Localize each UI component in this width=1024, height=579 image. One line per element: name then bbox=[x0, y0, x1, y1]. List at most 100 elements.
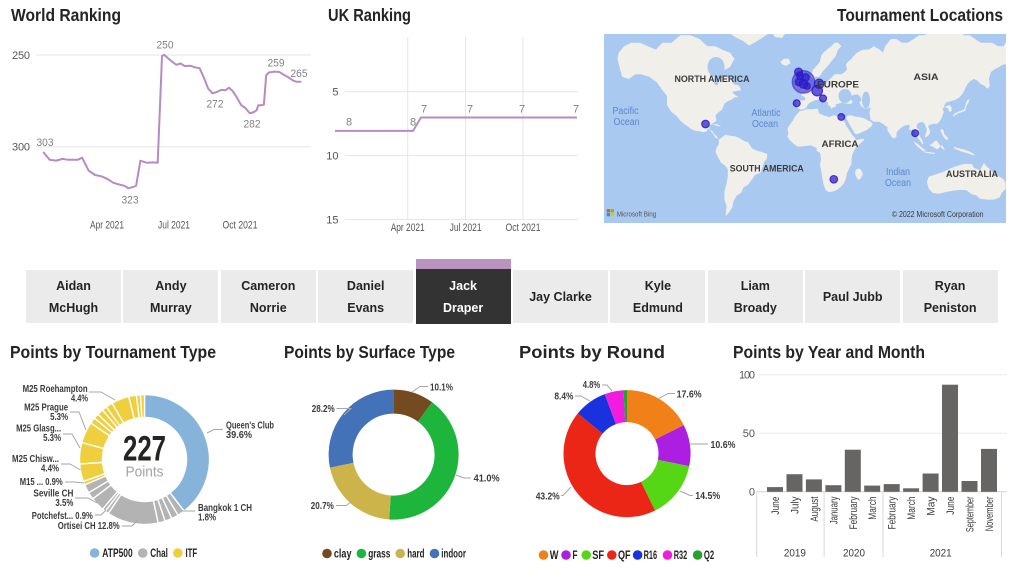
svg-text:July: July bbox=[790, 496, 802, 514]
svg-text:Chal: Chal bbox=[150, 546, 168, 560]
svg-text:2020: 2020 bbox=[843, 548, 865, 560]
svg-text:14.5%: 14.5% bbox=[695, 491, 720, 502]
svg-text:7: 7 bbox=[421, 104, 427, 116]
svg-text:AFRICA: AFRICA bbox=[822, 139, 859, 150]
svg-text:50: 50 bbox=[743, 428, 755, 440]
svg-text:March: March bbox=[906, 497, 918, 520]
svg-text:M25 Glasg...: M25 Glasg... bbox=[16, 424, 61, 435]
svg-text:282: 282 bbox=[244, 119, 261, 131]
svg-text:March: March bbox=[867, 497, 879, 520]
svg-text:20.7%: 20.7% bbox=[311, 501, 334, 512]
svg-text:41.0%: 41.0% bbox=[474, 474, 500, 485]
svg-text:NORTH AMERICA: NORTH AMERICA bbox=[675, 74, 750, 85]
svg-text:10: 10 bbox=[326, 150, 338, 162]
svg-text:Tournament Locations: Tournament Locations bbox=[837, 5, 1003, 25]
svg-text:clay: clay bbox=[334, 547, 352, 561]
svg-text:Oct 2021: Oct 2021 bbox=[506, 222, 541, 234]
svg-text:Points: Points bbox=[126, 464, 164, 481]
svg-text:Jul 2021: Jul 2021 bbox=[158, 220, 190, 232]
svg-text:5.3%: 5.3% bbox=[43, 433, 61, 444]
svg-text:World Ranking: World Ranking bbox=[11, 5, 121, 25]
svg-text:November: November bbox=[984, 496, 996, 531]
svg-text:8: 8 bbox=[410, 117, 416, 129]
svg-text:R32: R32 bbox=[674, 548, 688, 562]
svg-text:1.8%: 1.8% bbox=[198, 512, 216, 523]
svg-text:EUROPE: EUROPE bbox=[817, 80, 859, 91]
svg-text:Ortisei CH 12.8%: Ortisei CH 12.8% bbox=[58, 521, 120, 532]
svg-text:303: 303 bbox=[37, 137, 54, 149]
svg-text:Ocean: Ocean bbox=[752, 119, 778, 130]
svg-text:grass: grass bbox=[368, 547, 390, 561]
svg-text:0: 0 bbox=[749, 487, 755, 499]
svg-text:Queen's Club: Queen's Club bbox=[226, 420, 274, 431]
svg-text:10.6%: 10.6% bbox=[711, 440, 736, 451]
svg-text:323: 323 bbox=[122, 195, 139, 207]
svg-text:300: 300 bbox=[12, 142, 30, 154]
svg-text:272: 272 bbox=[207, 99, 224, 111]
svg-text:Microsoft Bing: Microsoft Bing bbox=[617, 209, 657, 218]
svg-text:8.4%: 8.4% bbox=[554, 392, 573, 403]
svg-text:7: 7 bbox=[467, 104, 473, 116]
svg-text:250: 250 bbox=[157, 40, 174, 52]
svg-text:5.3%: 5.3% bbox=[50, 412, 68, 423]
svg-text:4.4%: 4.4% bbox=[71, 394, 88, 405]
svg-text:W: W bbox=[550, 548, 559, 562]
svg-text:250: 250 bbox=[12, 50, 30, 62]
svg-text:SOUTH AMERICA: SOUTH AMERICA bbox=[730, 163, 804, 174]
svg-text:June: June bbox=[770, 497, 782, 515]
svg-text:ATP500: ATP500 bbox=[102, 546, 133, 560]
svg-text:Points by Year and Month: Points by Year and Month bbox=[733, 342, 925, 362]
svg-text:© 2022 Microsoft Corporation: © 2022 Microsoft Corporation bbox=[892, 210, 984, 219]
svg-text:4.4%: 4.4% bbox=[41, 464, 59, 475]
svg-text:SF: SF bbox=[592, 548, 604, 562]
svg-text:28.2%: 28.2% bbox=[312, 404, 335, 415]
svg-text:Apr 2021: Apr 2021 bbox=[90, 220, 124, 232]
svg-text:265: 265 bbox=[291, 68, 308, 80]
svg-text:September: September bbox=[965, 496, 977, 532]
svg-text:43.2%: 43.2% bbox=[536, 492, 560, 503]
svg-text:7: 7 bbox=[573, 104, 579, 116]
svg-text:M25 Roehampton: M25 Roehampton bbox=[23, 384, 88, 395]
svg-text:259: 259 bbox=[268, 58, 285, 70]
svg-text:Atlantic: Atlantic bbox=[752, 108, 781, 119]
svg-text:227: 227 bbox=[123, 430, 166, 469]
svg-text:3.5%: 3.5% bbox=[55, 498, 73, 509]
svg-text:Points by Tournament Type: Points by Tournament Type bbox=[10, 342, 216, 362]
svg-text:Oct 2021: Oct 2021 bbox=[223, 220, 258, 232]
svg-text:AUSTRALIA: AUSTRALIA bbox=[946, 169, 998, 180]
svg-text:F: F bbox=[572, 548, 577, 562]
svg-text:17.6%: 17.6% bbox=[677, 390, 702, 401]
svg-text:Bangkok 1 CH: Bangkok 1 CH bbox=[198, 503, 252, 514]
svg-text:2021: 2021 bbox=[930, 548, 952, 560]
svg-text:M15 ... 0.9%: M15 ... 0.9% bbox=[20, 477, 63, 488]
svg-text:Ocean: Ocean bbox=[885, 178, 911, 189]
svg-text:Potchefst... 0.9%: Potchefst... 0.9% bbox=[32, 511, 93, 522]
svg-text:8: 8 bbox=[346, 117, 352, 129]
svg-text:15: 15 bbox=[326, 214, 338, 226]
svg-text:hard: hard bbox=[407, 547, 424, 561]
svg-text:January: January bbox=[828, 496, 840, 524]
svg-text:Indian: Indian bbox=[886, 167, 910, 178]
svg-text:August: August bbox=[809, 497, 821, 522]
svg-text:39.6%: 39.6% bbox=[226, 430, 252, 441]
svg-text:4.8%: 4.8% bbox=[583, 380, 601, 391]
svg-text:UK Ranking: UK Ranking bbox=[328, 5, 411, 25]
svg-text:Apr 2021: Apr 2021 bbox=[391, 222, 425, 234]
svg-text:February: February bbox=[848, 496, 860, 529]
svg-text:Q2: Q2 bbox=[704, 548, 715, 562]
svg-text:7: 7 bbox=[519, 104, 525, 116]
svg-text:ITF: ITF bbox=[186, 546, 198, 560]
svg-text:M25 Chisw...: M25 Chisw... bbox=[12, 454, 59, 465]
svg-text:February: February bbox=[887, 496, 899, 529]
svg-text:R16: R16 bbox=[644, 548, 658, 562]
svg-text:100: 100 bbox=[739, 370, 755, 382]
svg-text:Points by Round: Points by Round bbox=[519, 342, 665, 362]
svg-text:indoor: indoor bbox=[441, 547, 466, 561]
svg-text:Points by Surface Type: Points by Surface Type bbox=[284, 342, 455, 362]
svg-text:June: June bbox=[945, 497, 957, 515]
svg-text:5: 5 bbox=[332, 87, 338, 99]
svg-text:ASIA: ASIA bbox=[914, 72, 939, 83]
svg-text:Seville CH: Seville CH bbox=[33, 488, 73, 499]
svg-text:QF: QF bbox=[618, 548, 631, 562]
svg-text:Pacific: Pacific bbox=[613, 106, 639, 117]
